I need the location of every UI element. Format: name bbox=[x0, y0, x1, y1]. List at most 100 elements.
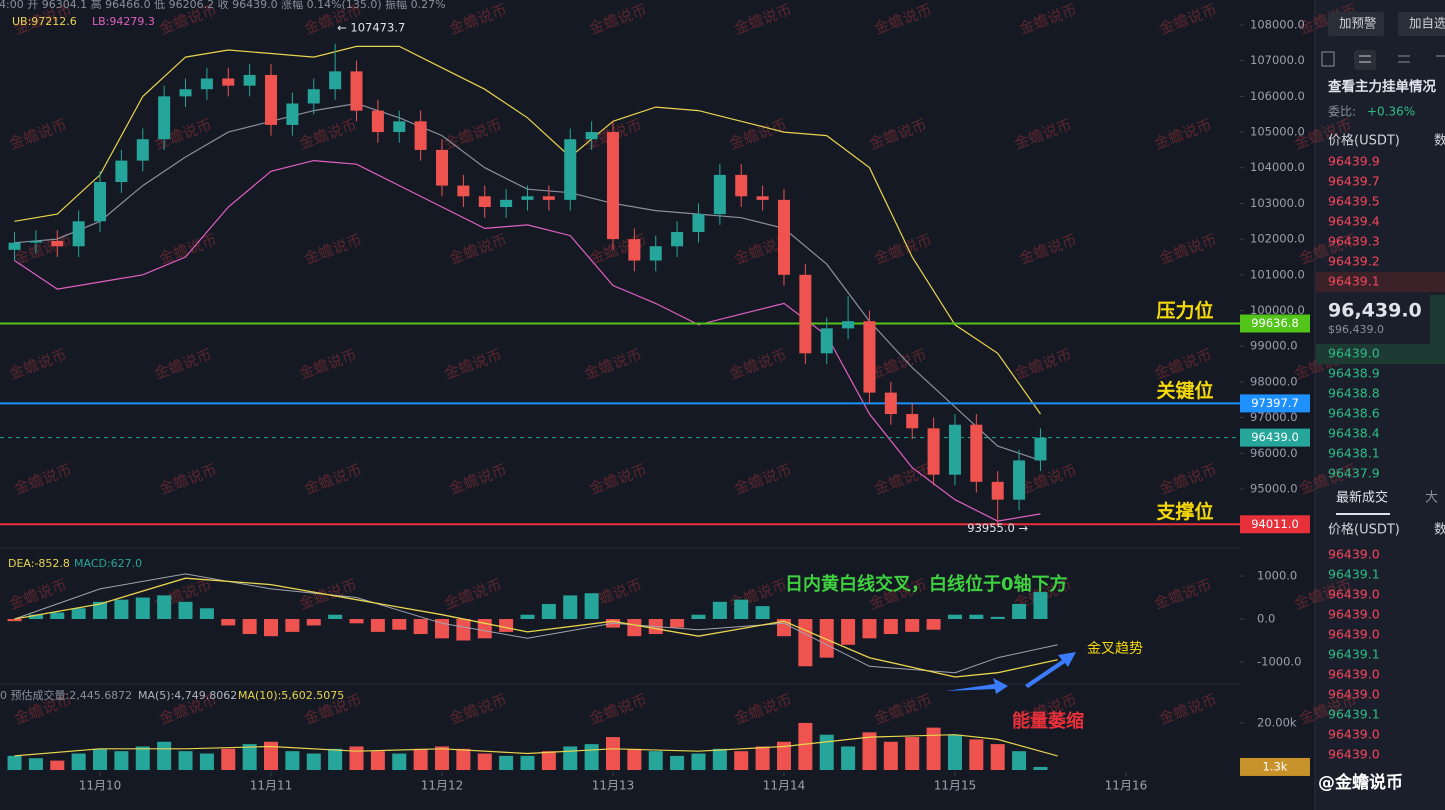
volume-bar bbox=[349, 746, 364, 770]
bid-price: 96438.6 bbox=[1328, 406, 1380, 421]
button[interactable] bbox=[1398, 12, 1445, 36]
ask-price: 96439.1 bbox=[1328, 274, 1380, 289]
y-tick-label: 101000.0 bbox=[1250, 267, 1305, 281]
ask-price: 96439.9 bbox=[1328, 154, 1380, 169]
macd-bar bbox=[242, 619, 257, 635]
level-tag bbox=[1240, 515, 1310, 534]
candle-body bbox=[115, 160, 128, 183]
macd-bar bbox=[926, 619, 941, 630]
candle-body bbox=[991, 481, 1004, 500]
macd-bar bbox=[71, 608, 86, 620]
macd-bar bbox=[584, 593, 599, 620]
macd-bar bbox=[370, 619, 385, 632]
icon[interactable] bbox=[1354, 50, 1376, 70]
x-tick-label: 11月13 bbox=[592, 779, 635, 793]
level-tag-text: 97397.7 bbox=[1251, 396, 1299, 410]
bid-price: 96439.0 bbox=[1328, 346, 1380, 361]
x-tick-label: 11月15 bbox=[934, 779, 977, 793]
candle-body bbox=[500, 199, 513, 208]
trade-price: 96439.1 bbox=[1328, 647, 1380, 662]
y-tick-label: 95000.0 bbox=[1250, 481, 1298, 495]
candle-body bbox=[51, 240, 64, 247]
level-tag-text: 94011.0 bbox=[1251, 517, 1299, 531]
volume-bar bbox=[456, 748, 471, 770]
candle-body bbox=[735, 174, 748, 197]
candle-body bbox=[243, 74, 256, 86]
annotation: 能量萎缩 bbox=[1012, 710, 1084, 732]
button[interactable] bbox=[1328, 12, 1384, 36]
y-tick-label: 103000.0 bbox=[1250, 196, 1305, 210]
annotation: 日内黄白线交叉，白线位于0轴下方 bbox=[785, 573, 1068, 595]
trade-price: 96439.0 bbox=[1328, 747, 1380, 762]
ask-price: 96439.7 bbox=[1328, 174, 1380, 189]
volume-bar bbox=[264, 741, 279, 770]
tab[interactable]: 最新成交 bbox=[1336, 490, 1388, 506]
candle-body bbox=[371, 110, 384, 133]
legend-text: UB:97212.6 bbox=[12, 15, 77, 28]
macd-bar bbox=[905, 619, 920, 632]
volume-bar bbox=[776, 741, 791, 770]
volume-bar bbox=[1033, 766, 1048, 770]
trade-price: 96439.0 bbox=[1328, 727, 1380, 742]
legend-text: MA(5):4,749.8062 bbox=[138, 689, 237, 702]
macd-bar bbox=[691, 614, 706, 620]
level-tag-text: 96439.0 bbox=[1251, 430, 1299, 444]
last-price-usd: $96,439.0 bbox=[1328, 323, 1384, 336]
button-label[interactable]: 加自选 bbox=[1409, 16, 1445, 31]
x-tick-label: 11月11 bbox=[250, 779, 293, 793]
macd-bar bbox=[50, 612, 65, 620]
volume-bar bbox=[93, 748, 108, 770]
volume-bar bbox=[114, 751, 129, 770]
candle-body bbox=[307, 89, 320, 104]
y-tick-label: 99000.0 bbox=[1250, 339, 1298, 353]
candle-body bbox=[756, 196, 769, 200]
y-tick-label: 97000.0 bbox=[1250, 410, 1298, 424]
macd-bar bbox=[1033, 592, 1048, 620]
macd-bar bbox=[328, 614, 343, 620]
volume-bar bbox=[605, 737, 620, 770]
label: 委比: bbox=[1328, 105, 1356, 119]
macd-bar bbox=[349, 619, 364, 624]
sidebar bbox=[1315, 0, 1445, 810]
candle-body bbox=[906, 414, 919, 429]
candle-body bbox=[927, 428, 940, 475]
volume-bar bbox=[670, 755, 685, 770]
trade-price: 96439.1 bbox=[1328, 567, 1380, 582]
candle-body bbox=[329, 71, 342, 90]
candle-body bbox=[265, 74, 278, 125]
candle-body bbox=[713, 174, 726, 215]
volume-bar bbox=[990, 744, 1005, 770]
tab[interactable]: 大 bbox=[1425, 491, 1438, 506]
volume-bar bbox=[819, 734, 834, 770]
macd-bar bbox=[413, 619, 428, 635]
ask-price: 96439.2 bbox=[1328, 254, 1380, 269]
volume-bar bbox=[7, 755, 22, 770]
level-tag-text: 99636.8 bbox=[1251, 316, 1299, 330]
macd-bar bbox=[499, 619, 514, 632]
macd-bar bbox=[755, 606, 770, 620]
y-tick-label: 105000.0 bbox=[1250, 125, 1305, 139]
column-header: 价格(USDT) bbox=[1328, 522, 1400, 538]
volume-bar bbox=[135, 746, 150, 770]
button-label[interactable]: 加预警 bbox=[1339, 16, 1377, 31]
ask-price: 96439.5 bbox=[1328, 194, 1380, 209]
volume-bar bbox=[477, 753, 492, 770]
macd-bar bbox=[93, 601, 108, 620]
icon[interactable] bbox=[1321, 51, 1335, 67]
macd-bar bbox=[798, 619, 813, 667]
macd-bar bbox=[28, 614, 43, 620]
volume-ma-line bbox=[14, 734, 1058, 757]
ask-highlight bbox=[1316, 344, 1445, 364]
volume-bar bbox=[520, 755, 535, 770]
candle-body bbox=[72, 221, 85, 247]
trade-price: 96439.0 bbox=[1328, 627, 1380, 642]
y-tick-label: 108000.0 bbox=[1250, 17, 1305, 31]
level-tag bbox=[1240, 314, 1310, 333]
volume-bar bbox=[947, 734, 962, 770]
volume-bar bbox=[392, 753, 407, 770]
macd-bar bbox=[712, 601, 727, 620]
candle-body bbox=[478, 196, 491, 208]
macd-bar bbox=[178, 601, 193, 620]
